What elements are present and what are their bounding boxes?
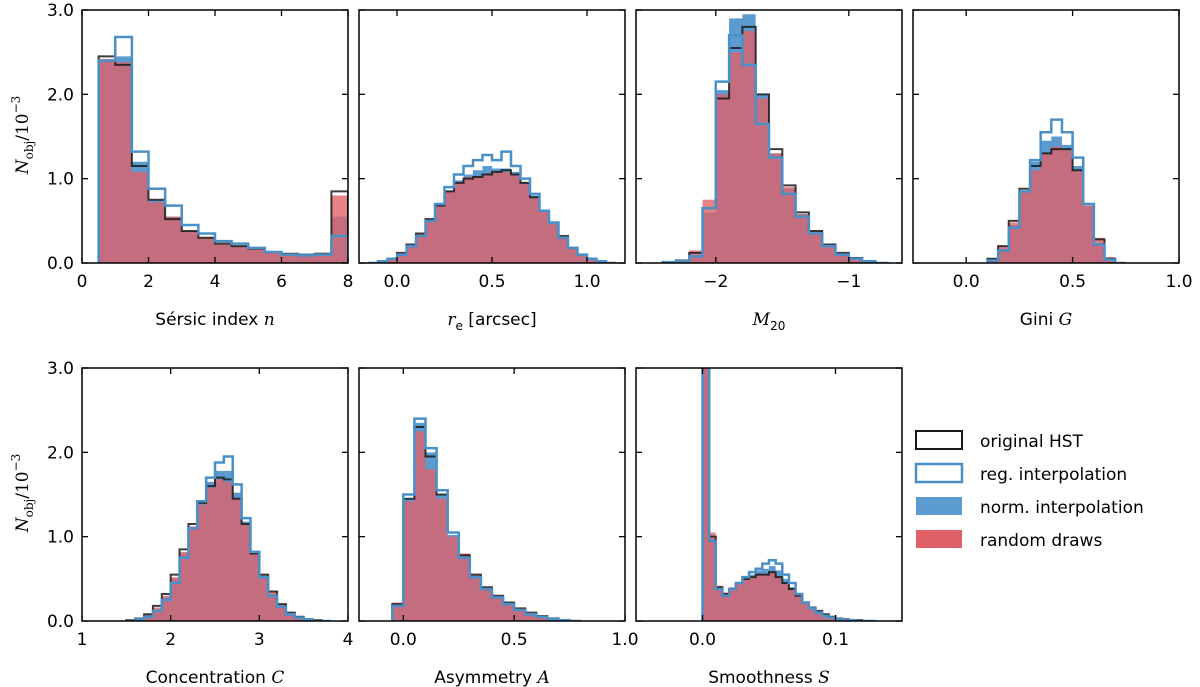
hist-reg-concentration	[126, 455, 331, 621]
x-tick-label: −2	[703, 272, 728, 292]
panel-smoothness: 0.0 0.1 Smoothness S	[635, 367, 903, 687]
hist-random-concentration	[126, 479, 331, 621]
x-tick-label: 8	[343, 272, 354, 292]
hist-random-m20	[662, 31, 889, 263]
y-tick-label: 0.0	[47, 254, 74, 274]
y-tick-label: 2.0	[47, 443, 74, 463]
x-tick-label: 0.0	[383, 272, 410, 292]
histogram-panels: 0.0 1.0 2.0 3.0 0 2 4 6 8 Sérsic index n 0.0 0.5 1.0…	[47, 1, 1193, 687]
panel-frame	[635, 9, 903, 264]
y-tick-label: 1.0	[47, 170, 74, 190]
x-tick-label: 3	[254, 630, 265, 650]
x-tick-label: 0.1	[822, 630, 849, 650]
legend-label-reg: reg. interpolation	[980, 465, 1127, 485]
panel-frame	[635, 367, 903, 622]
y-tick-label: 1.0	[47, 528, 74, 548]
panel-gini: 0.0 0.5 1.0 Gini G	[912, 9, 1193, 330]
x-tick-label: 4	[210, 272, 221, 292]
x-axis-label-asymmetry: Asymmetry A	[434, 668, 550, 687]
x-axis-label-m20: M20	[752, 310, 786, 333]
hist-reg-m20	[661, 34, 889, 263]
plot-area	[125, 455, 331, 621]
hist-reg-asymmetry	[391, 417, 581, 621]
panel-frame	[358, 367, 626, 622]
x-tick-label: 4	[343, 630, 354, 650]
plot-area	[368, 150, 616, 263]
y-axis-label-top: Nobj/10−3	[9, 96, 36, 176]
y-tick-label: 3.0	[47, 359, 74, 379]
y-tick-label: 3.0	[47, 1, 74, 21]
x-tick-label: 0.5	[478, 272, 505, 292]
hist-reg-gini	[986, 118, 1126, 263]
legend-swatch-random	[916, 530, 962, 548]
y-axis-label-bottom: Nobj/10−3	[9, 454, 36, 534]
x-axis-label-sersic: Sérsic index n	[155, 310, 274, 330]
x-tick-label: 1.0	[611, 630, 638, 650]
x-tick-label: 0.0	[953, 272, 980, 292]
x-tick-label: 0	[77, 272, 88, 292]
x-tick-label: 2	[143, 272, 154, 292]
legend-swatch-norm	[916, 497, 962, 515]
legend-swatch-reg	[914, 462, 964, 484]
plot-area	[97, 35, 348, 263]
x-tick-label: 6	[276, 272, 287, 292]
panel-asymmetry: 0.0 0.5 1.0 Asymmetry A	[358, 367, 639, 687]
y-tick-label: 0.0	[47, 612, 74, 632]
panel-concentration: 0.0 1.0 2.0 3.0 1 2 3 4 Concentration C	[47, 359, 353, 687]
panel-frame	[81, 367, 349, 622]
plot-area	[391, 417, 581, 621]
x-tick-label: 0.5	[501, 630, 528, 650]
svg-text:Nobj/10−3: Nobj/10−3	[9, 96, 36, 176]
x-tick-label: −1	[836, 272, 861, 292]
plot-area	[661, 14, 889, 263]
svg-text:Nobj/10−3: Nobj/10−3	[9, 454, 36, 534]
hist-reg-sersic	[97, 35, 348, 263]
x-tick-label: 1.0	[573, 272, 600, 292]
hist-reg-re	[368, 150, 616, 263]
x-tick-label: 2	[165, 630, 176, 650]
panel-m20: −2 −1 M20	[635, 9, 903, 333]
hist-random-asymmetry	[392, 431, 581, 621]
legend-label-norm: norm. interpolation	[980, 498, 1144, 518]
x-tick-label: 1.0	[1165, 272, 1192, 292]
plot-area	[701, 368, 876, 621]
x-tick-label: 1	[77, 630, 88, 650]
hist-random-re	[368, 171, 616, 263]
x-axis-label-re: re [arcsec]	[447, 310, 536, 333]
panel-frame	[912, 9, 1180, 264]
panel-sersic: 0.0 1.0 2.0 3.0 0 2 4 6 8 Sérsic index n	[47, 1, 353, 330]
panel-re: 0.0 0.5 1.0 re [arcsec]	[358, 9, 626, 333]
plot-area	[986, 118, 1126, 263]
legend: original HST reg. interpolation norm. in…	[914, 430, 1144, 551]
hist-reg-smoothness	[701, 368, 876, 621]
x-axis-label-gini: Gini G	[1020, 310, 1072, 330]
x-axis-label-smoothness: Smoothness S	[708, 668, 830, 687]
hist-random-smoothness	[702, 368, 876, 621]
x-tick-label: 0.0	[689, 630, 716, 650]
legend-label-random: random draws	[980, 531, 1102, 551]
hist-random-gini	[987, 146, 1126, 263]
x-axis-label-concentration: Concentration C	[146, 668, 285, 687]
hist-random-sersic	[98, 58, 348, 263]
x-tick-label: 0.0	[390, 630, 417, 650]
x-tick-label: 0.5	[1059, 272, 1086, 292]
y-tick-label: 2.0	[47, 85, 74, 105]
legend-label-hst: original HST	[980, 432, 1084, 452]
legend-swatch-hst	[915, 430, 963, 450]
